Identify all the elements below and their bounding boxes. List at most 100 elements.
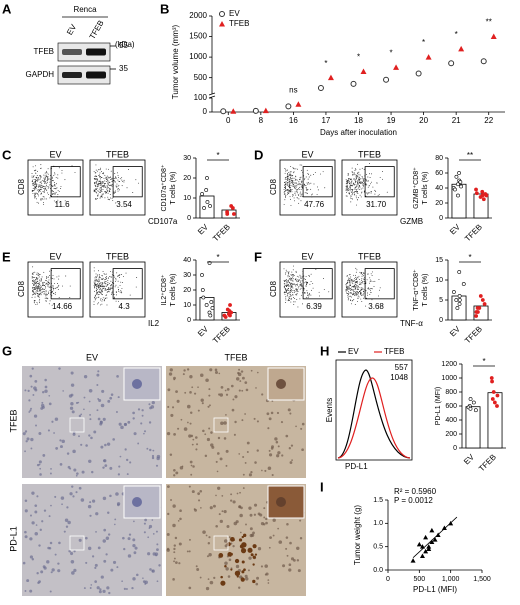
nucleus	[269, 536, 272, 540]
nucleus	[296, 559, 300, 562]
event	[347, 188, 349, 190]
nucleus	[137, 408, 141, 411]
nucleus	[97, 370, 100, 373]
data-point	[200, 192, 204, 196]
nucleus	[72, 449, 76, 454]
event	[109, 185, 110, 186]
event	[33, 292, 35, 294]
event	[349, 280, 351, 282]
event	[301, 195, 303, 197]
event	[107, 287, 109, 289]
event	[111, 284, 113, 286]
event	[301, 187, 303, 189]
nucleus	[107, 511, 110, 515]
nucleus	[103, 559, 107, 563]
event	[351, 285, 353, 287]
event	[287, 275, 289, 276]
panel-letter: E	[2, 249, 11, 264]
nucleus	[48, 515, 51, 518]
row-label: PD-L1	[8, 526, 18, 552]
nucleus	[242, 455, 245, 459]
point	[432, 537, 438, 542]
event	[43, 203, 45, 205]
gate	[364, 166, 395, 198]
event	[354, 168, 356, 170]
event	[290, 171, 292, 173]
event	[305, 176, 307, 178]
nucleus	[230, 384, 234, 388]
event	[351, 172, 353, 174]
event	[299, 279, 300, 281]
nucleus	[98, 590, 102, 594]
event	[358, 173, 360, 175]
event	[39, 283, 41, 285]
event	[118, 274, 120, 276]
y-tick-label: 30	[183, 155, 191, 162]
event	[292, 279, 294, 281]
event	[350, 280, 352, 282]
data-point	[490, 397, 495, 401]
event	[44, 175, 46, 177]
nucleus	[57, 562, 60, 565]
event	[307, 192, 308, 194]
event	[114, 296, 115, 298]
nucleus	[250, 470, 253, 474]
nucleus	[148, 524, 153, 529]
event	[114, 173, 116, 174]
event	[307, 189, 309, 191]
event	[290, 179, 292, 181]
nucleus	[154, 552, 159, 556]
event	[102, 277, 104, 279]
nucleus	[89, 413, 92, 416]
event	[291, 285, 292, 287]
nucleus	[71, 571, 75, 575]
event	[102, 185, 104, 187]
event	[357, 285, 359, 287]
event	[93, 170, 95, 172]
y-tick-label: 1.5	[373, 497, 383, 504]
event	[291, 276, 293, 278]
event	[370, 280, 372, 282]
event	[299, 193, 301, 195]
point	[426, 546, 432, 551]
event	[39, 186, 41, 188]
event	[97, 170, 98, 172]
event	[41, 285, 43, 287]
event	[356, 281, 358, 283]
nucleus	[172, 578, 175, 581]
event	[292, 280, 294, 282]
nucleus	[151, 400, 155, 405]
bar	[199, 195, 215, 219]
event	[289, 171, 291, 173]
event	[98, 281, 100, 283]
event	[48, 279, 50, 281]
nucleus	[100, 403, 105, 408]
event	[35, 172, 37, 174]
event	[55, 176, 57, 178]
event	[357, 295, 359, 297]
event	[44, 292, 46, 294]
event	[38, 186, 40, 188]
event	[102, 288, 103, 290]
nucleus	[88, 389, 93, 393]
event	[117, 276, 119, 278]
event	[35, 304, 37, 305]
event	[300, 284, 302, 286]
event	[105, 279, 106, 280]
event	[32, 272, 34, 274]
data-point	[232, 212, 236, 216]
significance: *	[389, 48, 392, 57]
event	[371, 299, 373, 301]
y-axis-label: GZMB⁺CD8⁺	[413, 167, 420, 209]
event	[304, 177, 306, 179]
x-tick-label: 1,500	[473, 576, 491, 583]
nucleus	[178, 542, 182, 546]
event	[106, 291, 108, 293]
x-tick-label: EV	[448, 222, 462, 236]
event	[105, 276, 107, 278]
event	[48, 303, 50, 305]
x-tick-label: TFEB	[211, 223, 232, 244]
event	[365, 281, 367, 283]
nucleus	[167, 512, 170, 516]
nucleus	[173, 468, 176, 472]
